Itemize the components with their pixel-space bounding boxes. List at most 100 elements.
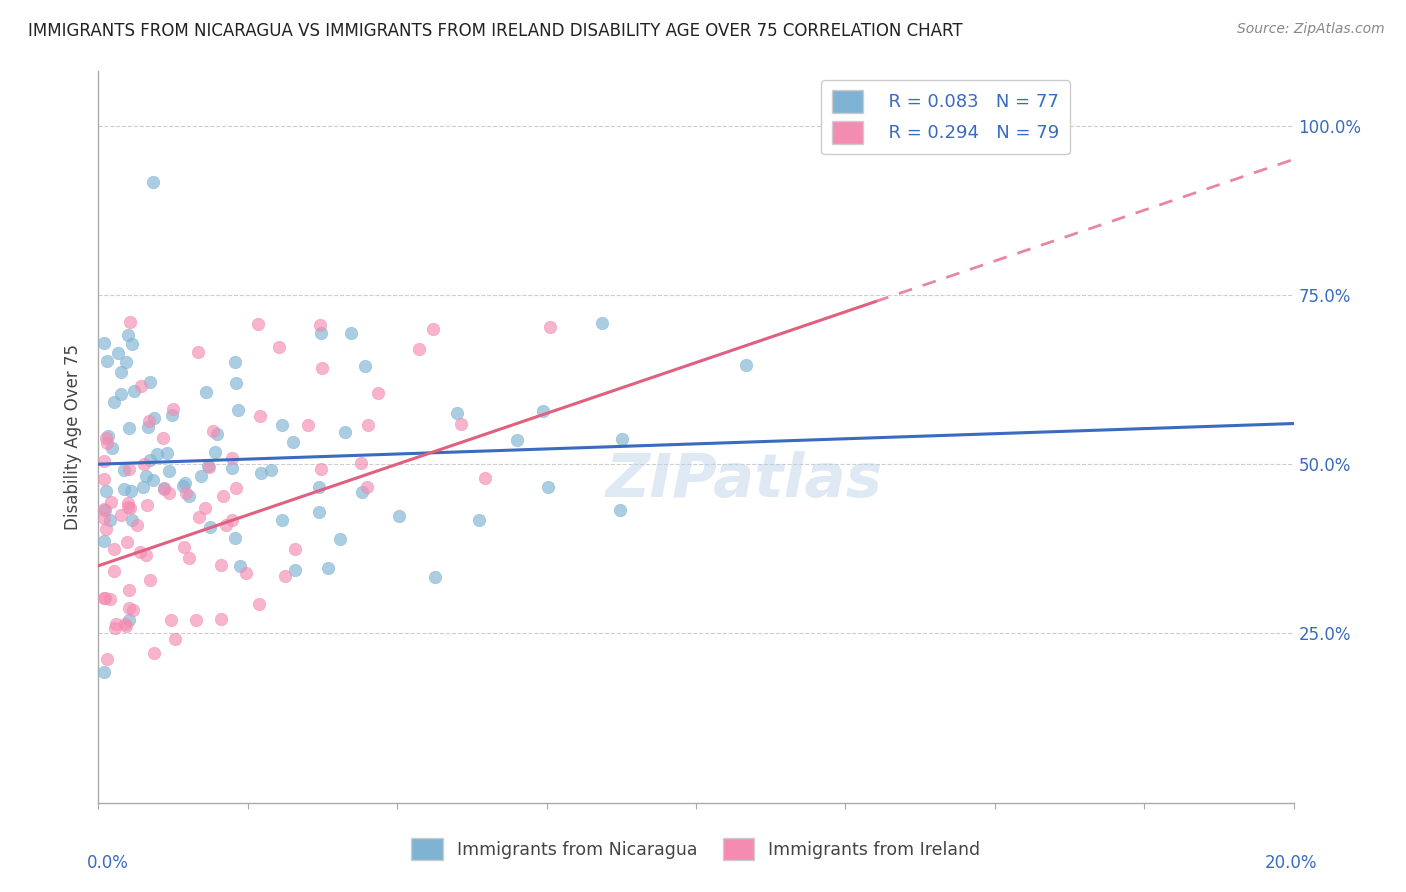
Point [93, 472, 115, 486]
Point [224, 355, 246, 369]
Point [609, 502, 631, 516]
Point [142, 175, 165, 189]
Point [139, 452, 162, 467]
Point [172, 478, 194, 492]
Point [179, 489, 201, 503]
Point [229, 558, 252, 573]
Text: ZIPatlas: ZIPatlas [605, 451, 883, 510]
Point [267, 340, 290, 354]
Point [153, 483, 176, 497]
Point [174, 476, 197, 491]
Point [283, 435, 305, 450]
Point [311, 361, 333, 376]
Point [143, 411, 166, 425]
Point [93, 454, 115, 468]
Point [450, 417, 472, 431]
Point [104, 621, 127, 635]
Point [103, 564, 125, 578]
Point [468, 513, 491, 527]
Point [274, 568, 297, 582]
Point [93, 502, 115, 516]
Point [94, 484, 117, 499]
Point [142, 473, 165, 487]
Point [195, 385, 218, 400]
Point [188, 510, 211, 524]
Point [249, 467, 271, 481]
Point [284, 563, 307, 577]
Point [249, 409, 271, 424]
Point [184, 613, 207, 627]
Point [94, 503, 117, 517]
Point [537, 480, 560, 494]
Point [160, 613, 183, 627]
Point [221, 513, 243, 527]
Point [110, 387, 132, 401]
Point [120, 483, 142, 498]
Point [356, 480, 378, 494]
Point [270, 513, 292, 527]
Point [93, 510, 115, 524]
Point [96, 652, 118, 666]
Point [163, 632, 186, 646]
Point [96, 354, 118, 368]
Point [271, 417, 294, 432]
Point [121, 336, 143, 351]
Point [422, 322, 444, 336]
Point [98, 512, 121, 526]
Point [221, 461, 243, 475]
Point [93, 534, 115, 549]
Point [209, 558, 232, 573]
Point [93, 591, 115, 606]
Point [110, 365, 132, 379]
Point [143, 646, 166, 660]
Text: 0.0%: 0.0% [87, 854, 128, 872]
Point [221, 451, 243, 466]
Point [101, 442, 124, 456]
Point [118, 582, 141, 597]
Point [173, 540, 195, 554]
Point [118, 500, 141, 515]
Point [152, 431, 174, 445]
Point [309, 462, 332, 476]
Point [118, 421, 141, 435]
Point [194, 501, 217, 516]
Point [204, 445, 226, 459]
Point [94, 432, 117, 446]
Point [94, 591, 117, 605]
Point [122, 384, 145, 399]
Point [177, 551, 200, 566]
Text: 20.0%: 20.0% [1265, 854, 1317, 872]
Point [162, 401, 184, 416]
Point [157, 485, 180, 500]
Point [247, 597, 270, 611]
Point [506, 433, 529, 447]
Point [139, 375, 162, 389]
Point [224, 531, 246, 545]
Point [235, 566, 257, 580]
Point [112, 463, 135, 477]
Point [93, 665, 115, 679]
Point [118, 462, 141, 476]
Point [115, 355, 138, 369]
Point [225, 481, 247, 495]
Point [209, 612, 232, 626]
Point [157, 464, 180, 478]
Point [117, 534, 139, 549]
Point [107, 346, 129, 360]
Point [121, 513, 143, 527]
Point [197, 458, 219, 473]
Text: IMMIGRANTS FROM NICARAGUA VS IMMIGRANTS FROM IRELAND DISABILITY AGE OVER 75 CORR: IMMIGRANTS FROM NICARAGUA VS IMMIGRANTS … [28, 22, 963, 40]
Point [153, 481, 176, 495]
Point [160, 408, 183, 422]
Point [118, 613, 141, 627]
Point [205, 427, 228, 442]
Point [538, 319, 561, 334]
Point [134, 457, 156, 471]
Point [297, 417, 319, 432]
Point [96, 436, 118, 450]
Point [117, 496, 139, 510]
Point [112, 483, 135, 497]
Point [103, 395, 125, 409]
Point [190, 469, 212, 483]
Legend: Immigrants from Nicaragua, Immigrants from Ireland: Immigrants from Nicaragua, Immigrants fr… [405, 831, 987, 867]
